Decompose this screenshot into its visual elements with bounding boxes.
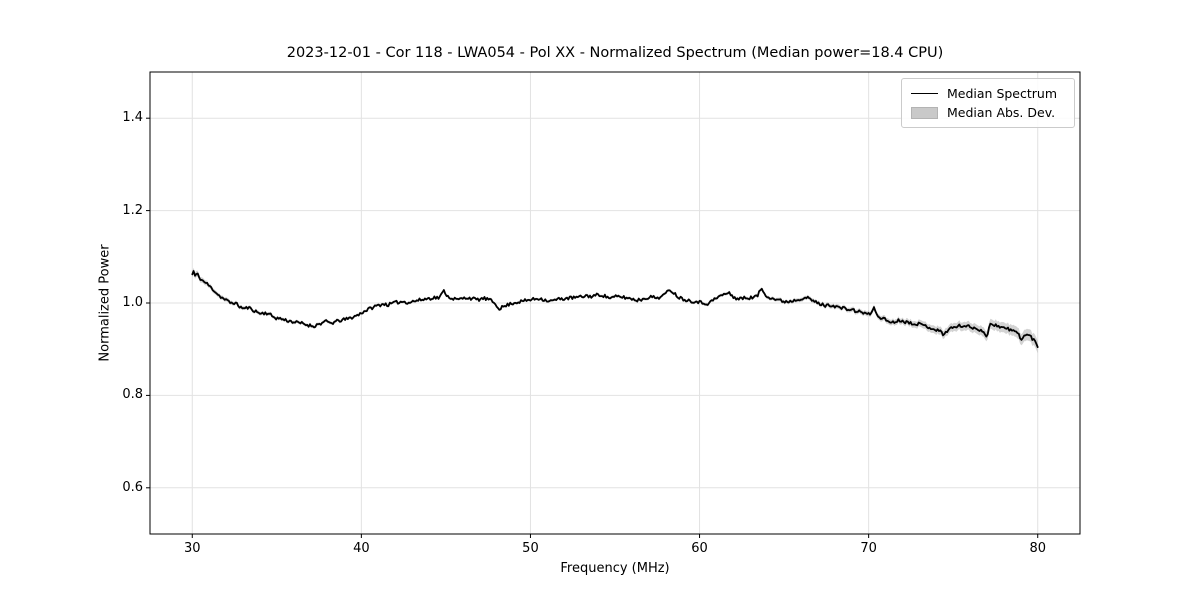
y-tick-label: 1.0	[122, 295, 143, 310]
median-abs-dev-patch-swatch	[911, 106, 938, 119]
x-tick-label: 60	[691, 541, 708, 556]
legend-label-median-spectrum: Median Spectrum	[947, 86, 1058, 101]
x-axis-label: Frequency (MHz)	[560, 561, 670, 576]
x-tick-label: 30	[183, 541, 201, 556]
x-tick-label: 40	[353, 541, 370, 556]
x-tick-label: 50	[522, 541, 539, 556]
legend-item-median-spectrum: Median Spectrum	[911, 84, 1066, 103]
y-tick-label: 1.2	[122, 202, 143, 218]
legend-label-median-abs-dev: Median Abs. Dev.	[947, 105, 1056, 120]
chart-title: 2023-12-01 - Cor 118 - LWA054 - Pol XX -…	[286, 45, 944, 61]
plot-frame	[149, 71, 1081, 535]
median-spectrum-line-swatch	[911, 93, 938, 94]
x-tick-label: 80	[1029, 541, 1046, 556]
y-tick-label: 0.6	[122, 479, 143, 495]
x-tick-label: 70	[860, 541, 877, 556]
mad-band	[192, 267, 1038, 354]
y-tick-label: 1.4	[122, 110, 143, 126]
legend-item-median-abs-dev: Median Abs. Dev.	[911, 103, 1066, 122]
median-spectrum-line	[191, 270, 1039, 348]
y-tick-label: 0.8	[122, 387, 143, 403]
legend: Median Spectrum Median Abs. Dev.	[901, 78, 1075, 128]
